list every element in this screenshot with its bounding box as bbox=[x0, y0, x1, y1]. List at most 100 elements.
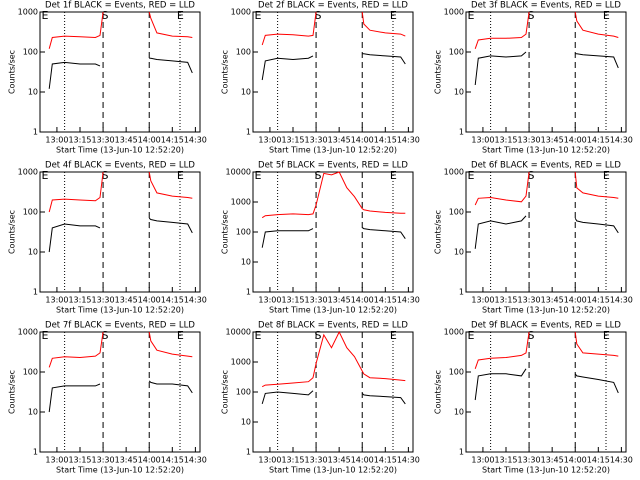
annotation: E bbox=[468, 329, 475, 342]
plot-frame bbox=[39, 331, 201, 453]
panel: Det 5f BLACK = Events, RED = LLD Start Ti… bbox=[221, 161, 420, 315]
x-tick-label: 14:00 bbox=[138, 136, 161, 145]
x-tick-label: 14:00 bbox=[351, 296, 374, 305]
x-tick-label: 14:15 bbox=[587, 136, 610, 145]
x-tick-label: 13:00 bbox=[258, 296, 281, 305]
chart-title: Det 3f BLACK = Events, RED = LLD bbox=[471, 1, 621, 11]
x-axis-label: Start Time (13-Jun-10 12:52:20) bbox=[56, 146, 184, 155]
x-tick-label: 14:00 bbox=[351, 136, 374, 145]
plot-frame bbox=[39, 171, 201, 293]
x-tick-label: 13:00 bbox=[45, 296, 68, 305]
y-tick-label: 100 bbox=[449, 368, 464, 377]
series-line bbox=[474, 171, 619, 206]
x-tick-label: 13:30 bbox=[305, 456, 328, 465]
series-line bbox=[261, 11, 406, 46]
y-tick-label: 10 bbox=[454, 408, 464, 417]
annotation: E bbox=[390, 329, 397, 342]
chart-title: Det 2f BLACK = Events, RED = LLD bbox=[258, 1, 408, 11]
x-axis-label: Start Time (13-Jun-10 12:52:20) bbox=[482, 146, 610, 155]
x-tick-label: 13:00 bbox=[45, 136, 68, 145]
series-line bbox=[474, 11, 619, 49]
chart-title: Det 6f BLACK = Events, RED = LLD bbox=[471, 161, 621, 171]
panel: Det 8f BLACK = Events, RED = LLD Start Ti… bbox=[221, 321, 420, 475]
x-tick-label: 13:15 bbox=[494, 456, 517, 465]
chart-title: Det 8f BLACK = Events, RED = LLD bbox=[258, 321, 408, 331]
y-tick-label: 1000 bbox=[18, 8, 38, 17]
series-line bbox=[261, 171, 406, 219]
y-tick-label: 1000 bbox=[444, 328, 464, 337]
x-tick-label: 13:00 bbox=[471, 136, 494, 145]
chart-title: Det 7f BLACK = Events, RED = LLD bbox=[45, 321, 195, 331]
y-tick-label: 10 bbox=[28, 88, 38, 97]
x-tick-label: 14:15 bbox=[374, 456, 397, 465]
y-tick-label: 100 bbox=[236, 388, 251, 397]
y-tick-label: 1000 bbox=[231, 198, 251, 207]
y-tick-label: 1000 bbox=[231, 8, 251, 17]
x-axis-label: Start Time (13-Jun-10 12:52:20) bbox=[56, 306, 184, 315]
x-tick-label: 13:15 bbox=[281, 136, 304, 145]
series-line bbox=[48, 331, 193, 368]
x-tick-label: 13:00 bbox=[45, 456, 68, 465]
annotation: E bbox=[468, 9, 475, 22]
panel: Det 6f BLACK = Events, RED = LLD Start Ti… bbox=[434, 161, 633, 315]
plot-frame bbox=[252, 171, 414, 293]
y-tick-label: 1000 bbox=[231, 358, 251, 367]
plot-frame bbox=[465, 171, 627, 293]
x-tick-label: 14:15 bbox=[587, 296, 610, 305]
x-tick-label: 14:00 bbox=[564, 456, 587, 465]
y-tick-label: 10 bbox=[241, 258, 251, 267]
annotation: E bbox=[255, 169, 262, 182]
y-tick-label: 1 bbox=[33, 128, 38, 137]
plot-frame bbox=[465, 11, 627, 133]
series-line bbox=[48, 11, 193, 49]
y-tick-label: 1 bbox=[33, 448, 38, 457]
y-tick-label: 10 bbox=[28, 248, 38, 257]
panel: Det 1f BLACK = Events, RED = LLD Start Ti… bbox=[8, 1, 207, 155]
x-tick-label: 14:00 bbox=[138, 456, 161, 465]
x-tick-label: 13:45 bbox=[541, 456, 564, 465]
y-tick-label: 10 bbox=[241, 418, 251, 427]
series-line bbox=[474, 51, 619, 86]
x-axis-label: Start Time (13-Jun-10 12:52:20) bbox=[56, 466, 184, 475]
x-axis-label: Start Time (13-Jun-10 12:52:20) bbox=[269, 306, 397, 315]
plot-frame bbox=[465, 331, 627, 453]
annotation: E bbox=[255, 329, 262, 342]
panel: Det 7f BLACK = Events, RED = LLD Start Ti… bbox=[8, 321, 207, 475]
annotation: S bbox=[315, 329, 322, 342]
panel: Det 4f BLACK = Events, RED = LLD Start Ti… bbox=[8, 161, 207, 315]
y-axis-label: Counts/sec bbox=[434, 210, 443, 254]
series-line bbox=[48, 217, 193, 253]
series-line bbox=[474, 331, 619, 369]
x-tick-label: 13:30 bbox=[305, 296, 328, 305]
x-tick-label: 14:15 bbox=[161, 296, 184, 305]
annotation: E bbox=[42, 169, 49, 182]
annotation: S bbox=[528, 329, 535, 342]
annotation: E bbox=[603, 329, 610, 342]
x-tick-label: 13:45 bbox=[541, 136, 564, 145]
x-tick-label: 14:30 bbox=[184, 456, 207, 465]
y-tick-label: 1 bbox=[246, 288, 251, 297]
chart-title: Det 5f BLACK = Events, RED = LLD bbox=[258, 161, 408, 171]
x-tick-label: 13:00 bbox=[471, 456, 494, 465]
annotation: E bbox=[42, 329, 49, 342]
annotation: E bbox=[603, 169, 610, 182]
x-tick-label: 14:30 bbox=[397, 296, 420, 305]
x-tick-label: 13:30 bbox=[518, 136, 541, 145]
chart-title: Det 4f BLACK = Events, RED = LLD bbox=[45, 161, 195, 171]
x-tick-label: 13:15 bbox=[281, 296, 304, 305]
x-tick-label: 14:00 bbox=[351, 456, 374, 465]
x-tick-label: 13:15 bbox=[494, 296, 517, 305]
x-tick-label: 13:30 bbox=[92, 456, 115, 465]
annotation: E bbox=[468, 169, 475, 182]
y-axis-label: Counts/sec bbox=[434, 50, 443, 94]
y-tick-label: 1000 bbox=[18, 168, 38, 177]
x-tick-label: 14:00 bbox=[564, 136, 587, 145]
annotation: E bbox=[177, 169, 184, 182]
y-tick-label: 100 bbox=[236, 48, 251, 57]
x-tick-label: 13:30 bbox=[305, 136, 328, 145]
y-tick-label: 1000 bbox=[444, 168, 464, 177]
x-tick-label: 13:45 bbox=[115, 296, 138, 305]
x-tick-label: 14:15 bbox=[587, 456, 610, 465]
panel: Det 3f BLACK = Events, RED = LLD Start Ti… bbox=[434, 1, 633, 155]
x-axis-label: Start Time (13-Jun-10 12:52:20) bbox=[269, 466, 397, 475]
